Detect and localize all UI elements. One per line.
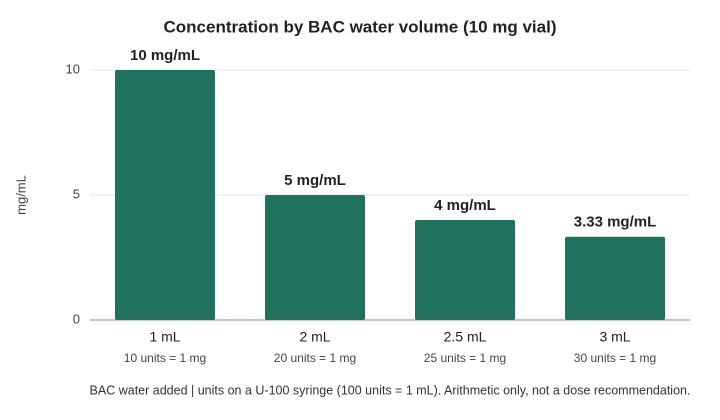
bar [565,236,665,320]
bar [265,195,365,320]
y-tick-label: 0 [73,311,80,326]
footnote: BAC water added | units on a U-100 syrin… [90,383,691,397]
x-tick-label: 2 mL [299,329,330,345]
x-tick-label: 2.5 mL [444,329,487,345]
x-tick-sublabel: 30 units = 1 mg [574,351,656,365]
value-label: 3.33 mg/mL [574,214,657,231]
y-tick-label: 5 [73,186,80,201]
x-tick-sublabel: 25 units = 1 mg [424,351,506,365]
value-label: 5 mg/mL [284,172,346,189]
y-axis-title: mg/mL [13,175,28,215]
bar [415,220,515,320]
x-tick-sublabel: 10 units = 1 mg [124,351,206,365]
x-tick-sublabel: 20 units = 1 mg [274,351,356,365]
y-tick-label: 10 [66,61,80,76]
x-tick-label: 3 mL [599,329,630,345]
bar [115,70,215,320]
chart-title: Concentration by BAC water volume (10 mg… [164,17,557,36]
value-label: 10 mg/mL [130,47,200,64]
x-tick-label: 1 mL [149,329,180,345]
value-label: 4 mg/mL [434,197,496,214]
